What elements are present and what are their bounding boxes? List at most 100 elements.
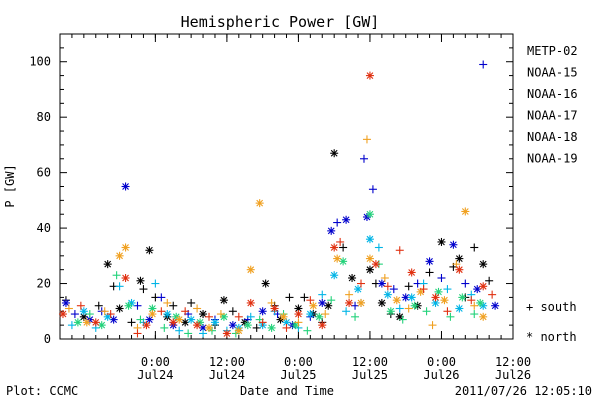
x-tick-label-date: Jul26 [495,368,531,382]
data-point [321,310,330,319]
legend-item: NOAA-18 [527,130,578,144]
x-tick-label-time: 0:00 [284,355,313,369]
data-point [112,271,121,280]
data-point [127,318,136,327]
data-point [404,282,413,291]
legend-item: NOAA-19 [527,152,578,166]
data-point [136,276,145,285]
data-point [216,310,225,319]
data-point [458,293,467,302]
data-point [339,243,348,252]
data-point [187,315,196,324]
data-point [345,290,354,299]
data-point [85,310,94,319]
data-point [368,185,377,194]
data-point [306,296,315,305]
data-point [318,298,327,307]
data-point [106,310,115,319]
data-point [467,296,476,305]
data-points [58,60,500,338]
data-point [151,279,160,288]
x-tick-label-time: 0:00 [427,355,456,369]
data-point [422,307,431,316]
data-point [234,326,243,335]
data-point [124,301,133,310]
data-point [455,265,464,274]
data-point [354,285,363,294]
data-point [428,321,437,330]
data-point [395,304,404,313]
y-tick-label: 40 [37,221,51,235]
data-point [351,301,360,310]
data-point [333,218,342,227]
data-point [380,274,389,282]
data-point [294,318,303,327]
data-point [437,274,446,282]
data-point [115,251,124,260]
data-point [327,296,336,305]
data-point [163,310,172,319]
data-point [79,312,88,321]
data-point [210,318,219,327]
footer-plot-credit: Plot: CCMC [6,384,78,398]
data-point [199,310,208,319]
data-point [243,321,252,330]
data-point [109,315,118,324]
data-point [234,312,243,321]
data-point [306,310,315,319]
data-point [64,304,73,313]
legend-item: NOAA-15 [527,66,578,80]
data-point [437,237,446,246]
data-point [365,265,374,274]
data-point [377,298,386,307]
data-point [103,260,112,269]
x-axis: 0:00Jul2412:00Jul240:00Jul2512:00Jul250:… [59,34,531,382]
data-point [330,243,339,252]
data-point [181,307,190,316]
data-point [479,260,488,269]
data-point [267,323,276,332]
data-point [139,285,148,294]
data-point [389,285,398,294]
data-point [246,298,255,307]
data-point [425,268,434,277]
data-point [351,312,360,321]
data-point [219,296,228,305]
data-point [142,321,151,330]
data-point [461,207,470,216]
y-tick-label: 100 [29,55,51,69]
data-point [136,315,145,324]
data-point [357,279,366,288]
data-point [246,312,255,321]
x-tick-label-time: 12:00 [495,355,531,369]
footer-timestamp: 2011/07/26 12:05:10 [455,384,592,398]
data-point [342,307,351,316]
data-point [115,304,124,313]
data-point [407,293,416,302]
data-point [121,274,130,282]
x-tick-label-date: Jul25 [280,368,316,382]
data-point [371,260,380,269]
y-tick-label: 20 [37,277,51,291]
data-point [94,301,103,310]
data-point [187,298,196,307]
data-point [97,321,106,330]
data-point [73,318,82,327]
data-point [222,329,231,338]
data-point [294,310,303,319]
data-point [193,321,202,330]
data-point [258,318,267,327]
data-point [205,323,214,332]
data-point [476,298,485,307]
data-point [169,318,178,327]
data-point [76,301,85,310]
data-point [175,315,184,324]
data-point [479,312,488,321]
data-point [383,282,392,291]
data-point [446,312,455,321]
data-point [309,301,318,310]
data-point [410,301,419,310]
data-point [82,318,91,327]
marker-legend-item: + south [526,300,577,314]
data-point [318,321,327,330]
